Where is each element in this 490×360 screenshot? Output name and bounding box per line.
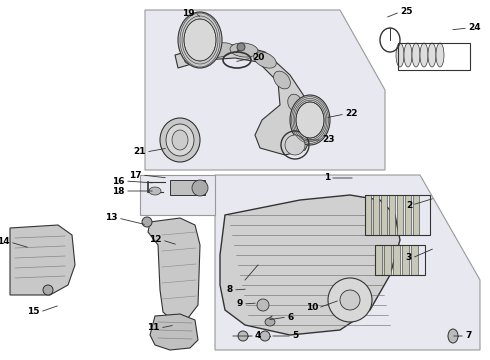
Ellipse shape [404, 43, 412, 67]
Ellipse shape [296, 102, 324, 138]
Bar [411, 245, 418, 275]
Ellipse shape [290, 95, 330, 145]
Bar [384, 245, 391, 275]
Bar [365, 195, 430, 235]
Text: 1: 1 [324, 174, 330, 183]
Ellipse shape [237, 43, 245, 51]
Bar [402, 245, 409, 275]
Bar [170, 180, 205, 195]
Ellipse shape [254, 52, 276, 68]
Ellipse shape [257, 299, 269, 311]
Text: 6: 6 [287, 312, 293, 321]
Ellipse shape [420, 43, 428, 67]
Text: 8: 8 [227, 285, 233, 294]
Text: 24: 24 [468, 23, 481, 32]
Bar [365, 195, 371, 235]
Ellipse shape [192, 180, 208, 196]
Ellipse shape [328, 278, 372, 322]
Text: 16: 16 [113, 176, 125, 185]
Ellipse shape [230, 43, 258, 57]
Polygon shape [145, 10, 385, 170]
Ellipse shape [396, 43, 404, 67]
Text: 9: 9 [237, 300, 243, 309]
Text: 15: 15 [27, 307, 40, 316]
Text: 18: 18 [113, 186, 125, 195]
Text: 10: 10 [306, 303, 318, 312]
Text: 4: 4 [255, 332, 261, 341]
Polygon shape [10, 225, 75, 295]
Text: 11: 11 [147, 324, 160, 333]
Ellipse shape [265, 318, 275, 326]
Text: 22: 22 [345, 109, 358, 118]
Ellipse shape [206, 43, 234, 57]
Text: 12: 12 [149, 235, 162, 244]
Polygon shape [215, 175, 480, 350]
Bar [393, 245, 400, 275]
Polygon shape [175, 45, 315, 155]
Ellipse shape [43, 285, 53, 295]
Text: 3: 3 [406, 253, 412, 262]
Ellipse shape [149, 187, 161, 195]
Ellipse shape [340, 290, 360, 310]
Bar [373, 195, 379, 235]
Text: 21: 21 [133, 148, 146, 157]
Ellipse shape [260, 331, 270, 341]
Bar [375, 245, 425, 275]
Bar [140, 175, 215, 215]
Text: 20: 20 [252, 54, 265, 63]
Bar [405, 195, 411, 235]
Ellipse shape [448, 329, 458, 343]
Ellipse shape [285, 135, 305, 155]
Polygon shape [150, 314, 198, 350]
Bar [375, 245, 382, 275]
Ellipse shape [428, 43, 436, 67]
Ellipse shape [166, 124, 194, 156]
Ellipse shape [142, 217, 152, 227]
Bar [413, 195, 419, 235]
Polygon shape [220, 195, 400, 335]
Bar [381, 195, 387, 235]
Ellipse shape [160, 118, 200, 162]
Bar [397, 195, 403, 235]
Text: 23: 23 [322, 135, 335, 144]
Ellipse shape [172, 130, 188, 150]
Text: 14: 14 [0, 238, 10, 247]
Ellipse shape [178, 12, 222, 68]
Ellipse shape [436, 43, 444, 67]
Text: 25: 25 [400, 8, 413, 17]
Text: 17: 17 [129, 171, 142, 180]
Ellipse shape [184, 19, 216, 61]
Ellipse shape [288, 94, 302, 112]
Text: 7: 7 [465, 332, 471, 341]
Text: 19: 19 [182, 9, 195, 18]
Bar [398, 43, 470, 70]
Text: 13: 13 [105, 213, 118, 222]
Ellipse shape [184, 49, 212, 65]
Ellipse shape [238, 331, 248, 341]
Text: 5: 5 [292, 332, 298, 341]
Ellipse shape [412, 43, 420, 67]
Polygon shape [148, 218, 200, 320]
Ellipse shape [273, 71, 291, 89]
Text: 2: 2 [406, 201, 412, 210]
Bar [389, 195, 395, 235]
